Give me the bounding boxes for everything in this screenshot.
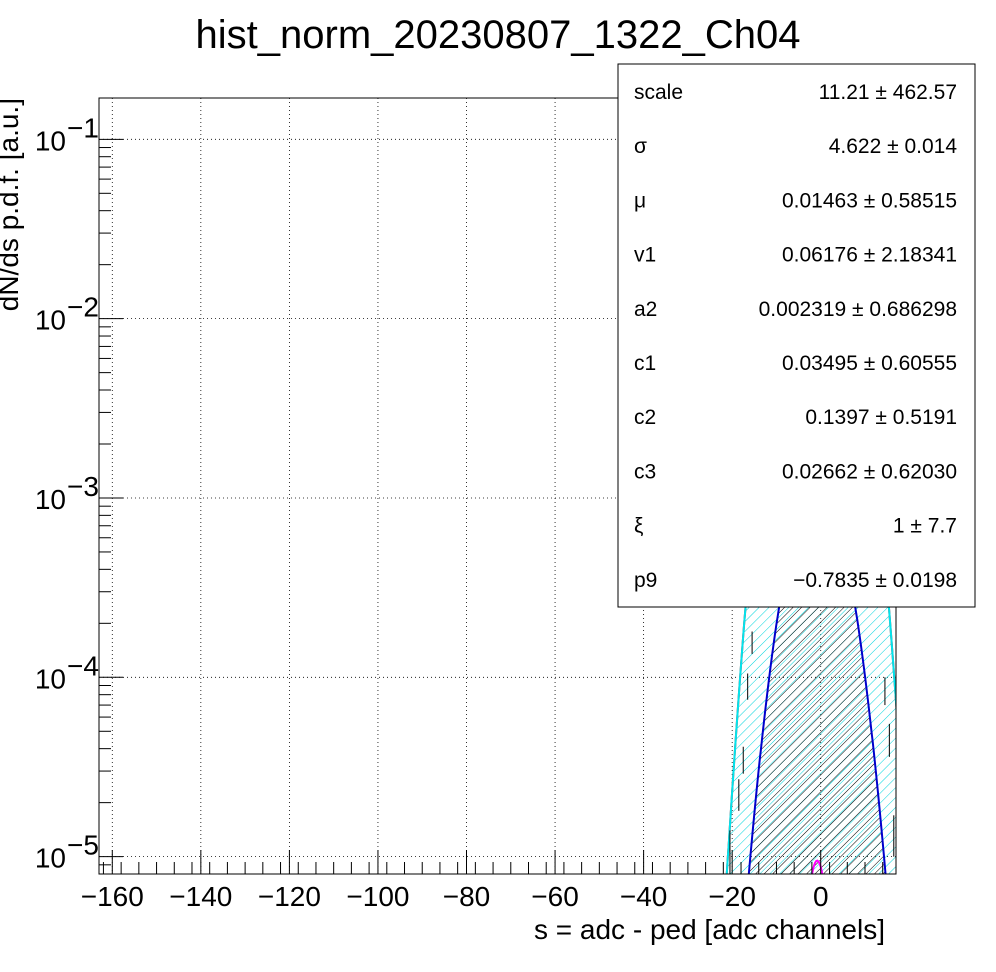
stats-row-value: 0.06176 ± 2.18341 (782, 244, 957, 267)
y-tick-label: 10 (35, 305, 66, 336)
stats-row-name: ξ (634, 515, 643, 538)
y-tick-exponent: −2 (67, 292, 99, 323)
stats-row-name: c2 (634, 406, 656, 429)
stats-row-name: p9 (634, 569, 657, 592)
stats-row-value: 0.1397 ± 0.5191 (805, 406, 957, 429)
x-axis-label: s = adc - ped [adc channels] (534, 914, 885, 945)
stats-row-name: μ (634, 189, 646, 212)
stats-row-name: σ (634, 135, 647, 158)
x-tick-label: −80 (443, 881, 491, 912)
y-tick-label: 10 (35, 125, 66, 156)
y-tick-label: 10 (35, 484, 66, 515)
stats-row-name: v1 (634, 244, 656, 267)
y-tick-exponent: −1 (67, 112, 99, 143)
stats-row-name: c3 (634, 460, 656, 483)
x-tick-label: −140 (169, 881, 232, 912)
stats-row-value: 0.002319 ± 0.686298 (759, 298, 957, 321)
stats-row-name: c1 (634, 352, 656, 375)
stats-row-value: 0.02662 ± 0.62030 (782, 460, 957, 483)
stats-row-value: 0.01463 ± 0.58515 (782, 189, 957, 212)
stats-box-frame (617, 63, 976, 608)
stats-row-value: 0.03495 ± 0.60555 (782, 352, 957, 375)
stats-row-value: 1 ± 7.7 (893, 515, 957, 538)
x-tick-label: −160 (81, 881, 144, 912)
x-tick-label: 0 (813, 881, 829, 912)
y-axis-label: dN/ds p.d.f. [a.u.] (0, 98, 24, 311)
stats-box: scale 11.21 ± 462.57 σ 4.622 ± 0.014 μ 0.0146… (617, 63, 976, 608)
y-tick-label: 10 (35, 843, 66, 874)
x-tick-label: −40 (620, 881, 668, 912)
x-tick-label: −20 (708, 881, 756, 912)
stats-row-name: a2 (634, 298, 657, 321)
y-tick-label: 10 (35, 663, 66, 694)
stats-row-value: 4.622 ± 0.014 (829, 135, 958, 158)
x-tick-label: −100 (346, 881, 409, 912)
x-tick-label: −60 (531, 881, 579, 912)
data-points (729, 631, 895, 874)
stats-row-value: 11.21 ± 462.57 (819, 81, 957, 104)
y-tick-exponent: −5 (67, 830, 99, 861)
y-tick-exponent: −3 (67, 471, 99, 502)
x-tick-label: −120 (258, 881, 321, 912)
x-axis: −160 −140 −120 −100 −80 −60 −40 −20 0 (81, 850, 884, 912)
stats-row-value: −0.7835 ± 0.0198 (793, 569, 957, 592)
third-component-curve (811, 859, 824, 874)
y-axis: 10−510−410−310−210−1 (35, 112, 123, 875)
stats-row-name: scale (634, 81, 683, 104)
y-tick-exponent: −4 (67, 650, 99, 681)
chart-title: hist_norm_20230807_1322_Ch04 (196, 13, 801, 57)
